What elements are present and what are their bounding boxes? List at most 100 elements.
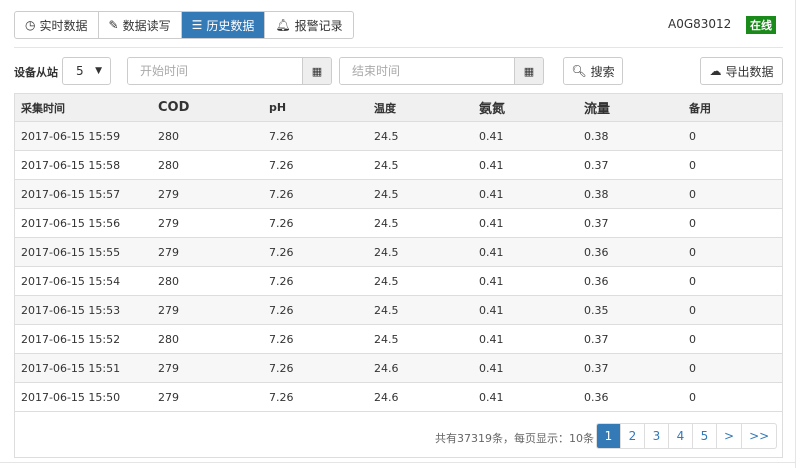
- table-cell: 0.37: [584, 158, 609, 172]
- table-cell: 2017-06-15 15:54: [21, 274, 121, 288]
- table-cell: 24.6: [374, 361, 399, 375]
- table-cell: 0.41: [479, 158, 504, 172]
- table-cell: 24.5: [374, 245, 399, 259]
- table-cell: 0: [689, 187, 696, 201]
- table-cell: 0.41: [479, 129, 504, 143]
- table-cell: 7.26: [269, 274, 294, 288]
- nav-tabs: ◷ 实时数据 ✎ 数据读写 ☰ 历史数据 🔔︎ 报警记录: [14, 11, 354, 39]
- table-cell: 24.6: [374, 390, 399, 404]
- table-cell: 7.26: [269, 303, 294, 317]
- start-time-field: ▦: [127, 57, 332, 85]
- page-button[interactable]: >: [717, 424, 743, 448]
- table-cell: 280: [158, 129, 179, 143]
- station-label: 设备从站: [14, 66, 58, 79]
- tab-read-write[interactable]: ✎ 数据读写: [99, 12, 182, 38]
- page-button[interactable]: 2: [621, 424, 645, 448]
- table-cell: 0.36: [584, 245, 609, 259]
- page-button[interactable]: 4: [669, 424, 693, 448]
- table-cell: 279: [158, 245, 179, 259]
- tab-alarms[interactable]: 🔔︎ 报警记录: [275, 18, 343, 33]
- table-cell: 7.26: [269, 390, 294, 404]
- caret-down-icon: ▼: [95, 66, 102, 76]
- col-time: 采集时间: [21, 101, 65, 115]
- table-cell: 2017-06-15 15:52: [21, 332, 121, 346]
- export-button[interactable]: ☁ 导出数据: [700, 57, 783, 85]
- table-row: 2017-06-15 15:52 280 7.26 24.5 0.41 0.37 0: [15, 325, 782, 354]
- start-time-input[interactable]: [128, 58, 302, 84]
- table-cell: 280: [158, 274, 179, 288]
- table-cell: 2017-06-15 15:57: [21, 187, 121, 201]
- pagination: 1 2 3 4 5 > >>: [596, 423, 778, 449]
- search-icon: 🔍︎: [571, 64, 587, 78]
- page-button[interactable]: 3: [645, 424, 669, 448]
- table-row: 2017-06-15 15:56 279 7.26 24.5 0.41 0.37 0: [15, 209, 782, 238]
- table-cell: 7.26: [269, 361, 294, 375]
- page-button[interactable]: 1: [597, 424, 621, 448]
- table-cell: 7.26: [269, 187, 294, 201]
- table-cell: 2017-06-15 15:51: [21, 361, 121, 375]
- page-button[interactable]: >>: [749, 429, 770, 443]
- table-cell: 0.41: [479, 187, 504, 201]
- clock-icon: ◷: [25, 18, 36, 32]
- table-cell: 2017-06-15 15:59: [21, 129, 121, 143]
- calendar-icon[interactable]: ▦: [514, 58, 543, 84]
- table-cell: 0.36: [584, 390, 609, 404]
- table-cell: 0: [689, 361, 696, 375]
- table-cell: 24.5: [374, 274, 399, 288]
- table-cell: 0.41: [479, 332, 504, 346]
- table-cell: 24.5: [374, 332, 399, 346]
- device-id: A0G83012: [668, 17, 732, 31]
- col-temp: 温度: [374, 101, 396, 115]
- table-cell: 2017-06-15 15:56: [21, 216, 121, 230]
- table-cell: 279: [158, 216, 179, 230]
- table-cell: 279: [158, 390, 179, 404]
- table-row: 2017-06-15 15:54 280 7.26 24.5 0.41 0.36 0: [15, 267, 782, 296]
- table-cell: 0: [689, 216, 696, 230]
- search-button[interactable]: 🔍︎ 搜索: [563, 57, 623, 85]
- table-cell: 0.35: [584, 303, 609, 317]
- tab-realtime[interactable]: ◷ 实时数据: [15, 12, 99, 38]
- table-cell: 2017-06-15 15:50: [21, 390, 121, 404]
- col-ph: pH: [269, 101, 287, 114]
- table-cell: 0.38: [584, 187, 609, 201]
- table-cell: 7.26: [269, 216, 294, 230]
- table-cell: 0: [689, 303, 696, 317]
- table-cell: 24.5: [374, 303, 399, 317]
- status-badge: 在线: [746, 16, 776, 34]
- table-cell: 24.5: [374, 158, 399, 172]
- table-cell: 0.36: [584, 274, 609, 288]
- table-cell: 0.37: [584, 332, 609, 346]
- history-table: 采集时间 COD pH 温度 氨氮 流量 备用 2017-06-15 15:59…: [14, 93, 783, 412]
- table-cell: 0.41: [479, 390, 504, 404]
- table-cell: 2017-06-15 15:55: [21, 245, 121, 259]
- table-cell: 0.41: [479, 216, 504, 230]
- calendar-icon[interactable]: ▦: [302, 58, 331, 84]
- table-cell: 2017-06-15 15:58: [21, 158, 121, 172]
- table-cell: 279: [158, 361, 179, 375]
- table-cell: 0.41: [479, 274, 504, 288]
- page-button[interactable]: 5: [693, 424, 717, 448]
- table-cell: 0.41: [479, 361, 504, 375]
- table-row: 2017-06-15 15:58 280 7.26 24.5 0.41 0.37 0: [15, 151, 782, 180]
- table-cell: 0: [689, 390, 696, 404]
- table-cell: 7.26: [269, 332, 294, 346]
- table-row: 2017-06-15 15:50 279 7.26 24.6 0.41 0.36 0: [15, 383, 782, 412]
- table-cell: 7.26: [269, 158, 294, 172]
- table-cell: 0: [689, 158, 696, 172]
- table-cell: 0.37: [584, 216, 609, 230]
- table-cell: 7.26: [269, 129, 294, 143]
- tab-history[interactable]: ☰ 历史数据: [181, 12, 266, 38]
- table-row: 2017-06-15 15:57 279 7.26 24.5 0.41 0.38 0: [15, 180, 782, 209]
- table-cell: 2017-06-15 15:53: [21, 303, 121, 317]
- pagination-summary: 共有37319条，每页显示：10条: [435, 432, 594, 445]
- table-row: 2017-06-15 15:55 279 7.26 24.5 0.41 0.36 0: [15, 238, 782, 267]
- col-flow: 流量: [584, 102, 611, 117]
- end-time-input[interactable]: [340, 58, 514, 84]
- table-cell: 0: [689, 274, 696, 288]
- table-cell: 279: [158, 187, 179, 201]
- station-select[interactable]: 5 ▼: [62, 57, 111, 85]
- col-cod: COD: [158, 100, 190, 115]
- table-row: 2017-06-15 15:51 279 7.26 24.6 0.41 0.37 0: [15, 354, 782, 383]
- divider: [14, 47, 783, 48]
- table-footer: [14, 411, 783, 458]
